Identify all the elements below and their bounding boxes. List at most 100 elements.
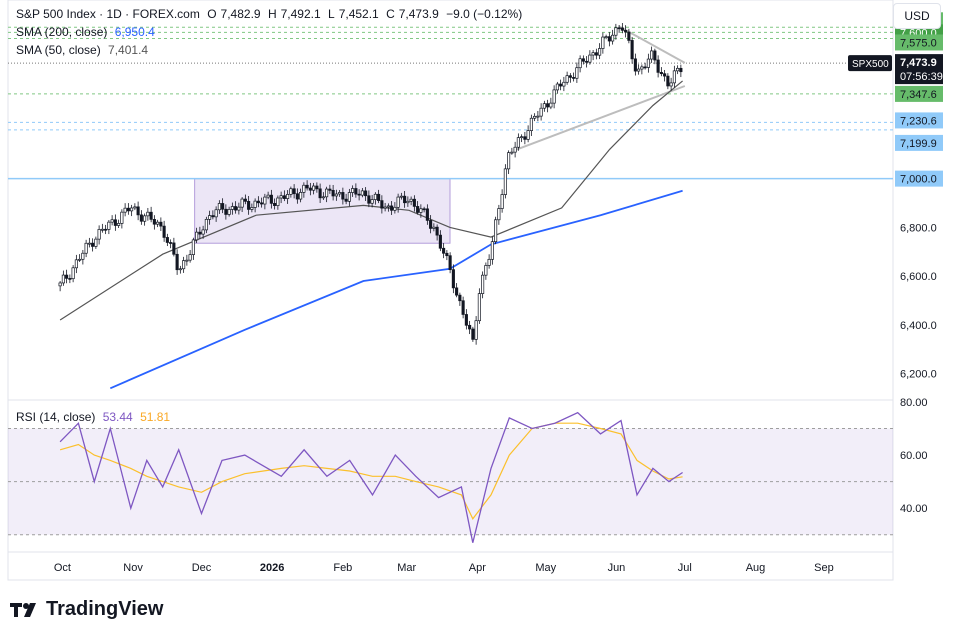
candle-body <box>260 202 264 205</box>
candle-body <box>178 268 182 271</box>
candle-body <box>403 195 407 204</box>
candle-body <box>269 194 273 204</box>
tradingview-logo-icon <box>10 602 36 617</box>
candle-body <box>432 226 436 229</box>
candle-body <box>633 58 637 72</box>
candle-body <box>110 219 114 223</box>
price-level-label-bg <box>895 170 943 187</box>
candle-body <box>331 189 335 197</box>
candle-body <box>126 207 130 212</box>
candle-body <box>455 287 459 296</box>
candle-body <box>211 215 215 218</box>
price-axis-tick: 6,600.0 <box>900 271 937 283</box>
candle-body <box>484 265 488 276</box>
candle-body <box>422 208 426 211</box>
currency-button[interactable]: USD <box>893 3 941 29</box>
candle-body <box>227 209 231 215</box>
candle-body <box>266 194 270 198</box>
candle-body <box>230 206 234 210</box>
sma50-legend[interactable]: SMA (50, close) 7,401.4 <box>16 43 152 57</box>
candle-body <box>133 206 137 209</box>
candle-body <box>250 207 254 210</box>
candle-body <box>78 258 82 261</box>
candle-body <box>461 300 465 315</box>
sma50-label: SMA (50, close) <box>16 43 101 57</box>
candle-body <box>357 193 361 196</box>
price-level-label: 7,575.0 <box>900 37 937 49</box>
candle-body <box>162 225 166 238</box>
rsi-axis-tick: 80.00 <box>900 397 928 409</box>
time-axis-tick: Oct <box>54 562 71 574</box>
candle-body <box>503 168 507 195</box>
price-level-label: 7,347.6 <box>900 89 937 101</box>
sma200-legend[interactable]: SMA (200, close) 6,950.4 <box>16 25 159 39</box>
time-axis-tick: Feb <box>333 562 352 574</box>
candle-body <box>614 27 618 36</box>
candle-body <box>117 223 121 226</box>
candle-body <box>185 259 189 262</box>
candle-body <box>351 188 355 193</box>
candle-body <box>526 130 530 140</box>
candle-body <box>318 188 322 199</box>
price-axis-tick: 6,200.0 <box>900 369 937 381</box>
candle-body <box>334 193 338 197</box>
candle-body <box>396 196 400 208</box>
candle-body <box>679 67 683 73</box>
candle-body <box>513 146 517 153</box>
candle-body <box>578 58 582 69</box>
candle-body <box>100 228 104 231</box>
tradingview-logo[interactable]: TradingView <box>10 598 163 621</box>
candle-body <box>617 27 621 30</box>
rsi-axis-tick: 40.00 <box>900 503 928 515</box>
candle-body <box>198 231 202 235</box>
price-axis-tick: 6,400.0 <box>900 320 937 332</box>
candle-body <box>286 194 290 199</box>
candle-body <box>146 211 150 217</box>
candle-body <box>490 241 494 260</box>
candle-body <box>321 196 325 199</box>
candle-body <box>188 254 192 261</box>
candle-body <box>130 207 134 212</box>
candle-body <box>555 83 559 91</box>
candle-body <box>620 27 624 31</box>
rsi-value: 53.44 <box>102 410 133 424</box>
candle-body <box>338 192 342 195</box>
candle-body <box>81 252 85 260</box>
candle-body <box>611 34 615 42</box>
candle-body <box>120 211 124 224</box>
candle-body <box>672 70 676 84</box>
candle-body <box>152 219 156 225</box>
symbol-tag: SPX500 <box>852 59 889 70</box>
candle-body <box>104 228 108 231</box>
rsi-ma-value: 51.81 <box>140 410 171 424</box>
candle-body <box>159 221 163 227</box>
candle-body <box>172 242 176 255</box>
candle-body <box>669 82 673 87</box>
candle-body <box>214 209 218 218</box>
candle-body <box>299 192 303 200</box>
candle-body <box>201 229 205 235</box>
candle-body <box>624 30 628 33</box>
rsi-legend[interactable]: RSI (14, close) 53.44 51.81 <box>16 410 174 424</box>
candle-body <box>451 269 455 289</box>
candle-body <box>312 185 316 191</box>
price-level-label-bg <box>895 112 943 129</box>
candle-body <box>191 239 195 255</box>
candle-body <box>123 207 127 213</box>
candle-body <box>497 208 501 221</box>
candle-body <box>175 253 179 271</box>
candle-body <box>276 197 280 206</box>
candle-body <box>523 136 527 140</box>
candle-body <box>295 193 299 200</box>
candle-body <box>630 40 634 60</box>
candle-body <box>169 242 173 244</box>
candle-body <box>552 89 556 104</box>
candle-body <box>539 107 543 117</box>
candle-body <box>237 206 241 211</box>
candle-body <box>627 31 631 41</box>
candle-body <box>165 237 169 243</box>
candle-body <box>136 206 140 216</box>
time-axis-tick: Jun <box>608 562 626 574</box>
candle-body <box>500 194 504 209</box>
